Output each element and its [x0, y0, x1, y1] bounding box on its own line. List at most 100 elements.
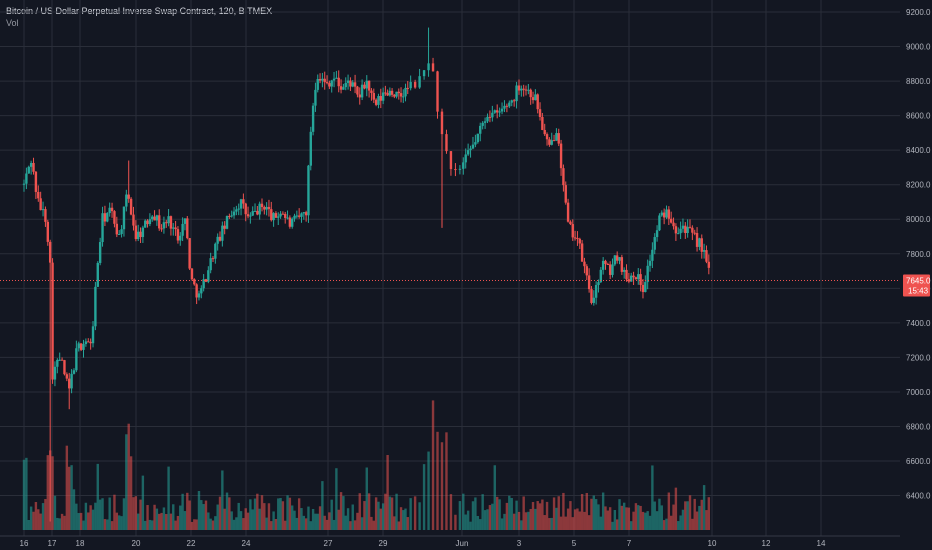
x-tick-label: 22: [187, 539, 196, 548]
volume-bar: [110, 521, 114, 530]
volume-bar: [534, 508, 537, 530]
candle-body: [462, 162, 465, 169]
grid: [0, 0, 900, 537]
volume-bar: [580, 494, 584, 530]
candle-body: [339, 86, 343, 90]
y-tick-label: 7000.0: [906, 388, 931, 397]
candle-body: [700, 238, 703, 252]
candle-body: [188, 238, 191, 269]
volume-bar: [129, 456, 133, 530]
candle-body: [200, 288, 203, 294]
candle-body: [486, 116, 489, 122]
volume-bar: [63, 515, 66, 530]
candle-body: [179, 235, 182, 241]
candle-body: [221, 225, 224, 241]
volume-bar: [165, 513, 168, 530]
candle-body: [304, 212, 308, 216]
candle-body: [290, 218, 294, 227]
candle-body: [58, 359, 61, 361]
candle-body: [242, 199, 245, 204]
volume-bar: [705, 510, 708, 530]
volume-bar: [665, 518, 668, 530]
candle-body: [106, 213, 109, 222]
volume-bar: [529, 508, 532, 530]
candle-body: [555, 133, 558, 141]
volume-bar: [244, 508, 247, 530]
volume-bar: [590, 498, 593, 530]
candle-body: [139, 231, 142, 238]
volume-bar: [625, 507, 628, 530]
candle-body: [384, 92, 387, 94]
volume-bar: [96, 463, 99, 530]
candle-body: [524, 89, 528, 91]
y-tick-label: 9000.0: [906, 43, 931, 52]
candle-body: [474, 142, 477, 145]
candle-body: [27, 166, 30, 174]
volume-bar: [32, 511, 35, 530]
candle-body: [297, 215, 301, 217]
volume-bar: [651, 465, 654, 530]
candle-body: [587, 275, 591, 290]
volume-bar: [390, 497, 394, 530]
volume-bar: [65, 445, 69, 530]
volume-bar: [431, 400, 435, 530]
candle-body: [395, 91, 398, 97]
volume-bar: [22, 459, 26, 530]
volume-bar: [601, 492, 605, 530]
volume-bar: [585, 492, 588, 530]
volume-bar: [381, 503, 385, 530]
candle-body: [681, 225, 685, 229]
candle-body: [691, 227, 694, 233]
candle-body: [644, 282, 647, 292]
volume-bar: [681, 509, 685, 530]
volume-bar: [377, 501, 380, 530]
candle-body: [583, 261, 586, 267]
candle-body: [218, 236, 222, 241]
volume-bar: [127, 423, 130, 530]
volume-bar: [365, 467, 368, 530]
candle-body: [440, 111, 444, 135]
candle-body: [70, 373, 73, 389]
candle-body: [174, 227, 177, 230]
candle-body: [707, 261, 711, 268]
volume-bar: [89, 505, 92, 530]
candle-body: [39, 198, 42, 211]
candle-body: [211, 258, 215, 260]
candle-body: [665, 209, 668, 218]
price-axis[interactable]: 9200.0 9000.0 8800.0 8600.0 8400.0 8200.0 8000…: [906, 8, 931, 501]
volume-bar: [223, 508, 226, 530]
volume-bar: [611, 521, 614, 530]
candle-body: [406, 87, 409, 89]
volume-bar: [349, 521, 352, 530]
candle-body: [684, 225, 687, 234]
candle-body: [409, 81, 412, 89]
volume-bar: [495, 496, 499, 530]
candle-body: [578, 238, 581, 244]
candle-body: [295, 215, 299, 217]
candle-body: [481, 122, 484, 126]
candle-body: [207, 270, 210, 282]
time-axis[interactable]: 16 17 18 20 22 24 27 29 Jun 3 5 7 10 12 14: [20, 539, 826, 548]
candle-body: [228, 215, 231, 217]
volume-bar: [98, 499, 102, 530]
volume-bar: [576, 508, 579, 530]
volume-bar: [569, 501, 572, 530]
candle-body: [388, 90, 392, 96]
candle-body: [543, 129, 546, 135]
volume-bar: [288, 497, 292, 530]
candle-body: [458, 168, 462, 170]
candle-body: [332, 78, 336, 81]
volume-bar: [58, 518, 61, 530]
candle-body: [639, 274, 642, 285]
volume-bar: [583, 511, 586, 530]
candle-body: [620, 257, 624, 272]
volume-bar: [464, 514, 467, 530]
y-tick-label: 8600.0: [906, 112, 931, 121]
candle-body: [134, 225, 138, 240]
volume-bar: [277, 498, 280, 530]
candle-body: [580, 243, 584, 262]
y-tick-label: 8400.0: [906, 146, 931, 155]
candle-body: [165, 222, 168, 224]
candle-body: [390, 90, 394, 95]
